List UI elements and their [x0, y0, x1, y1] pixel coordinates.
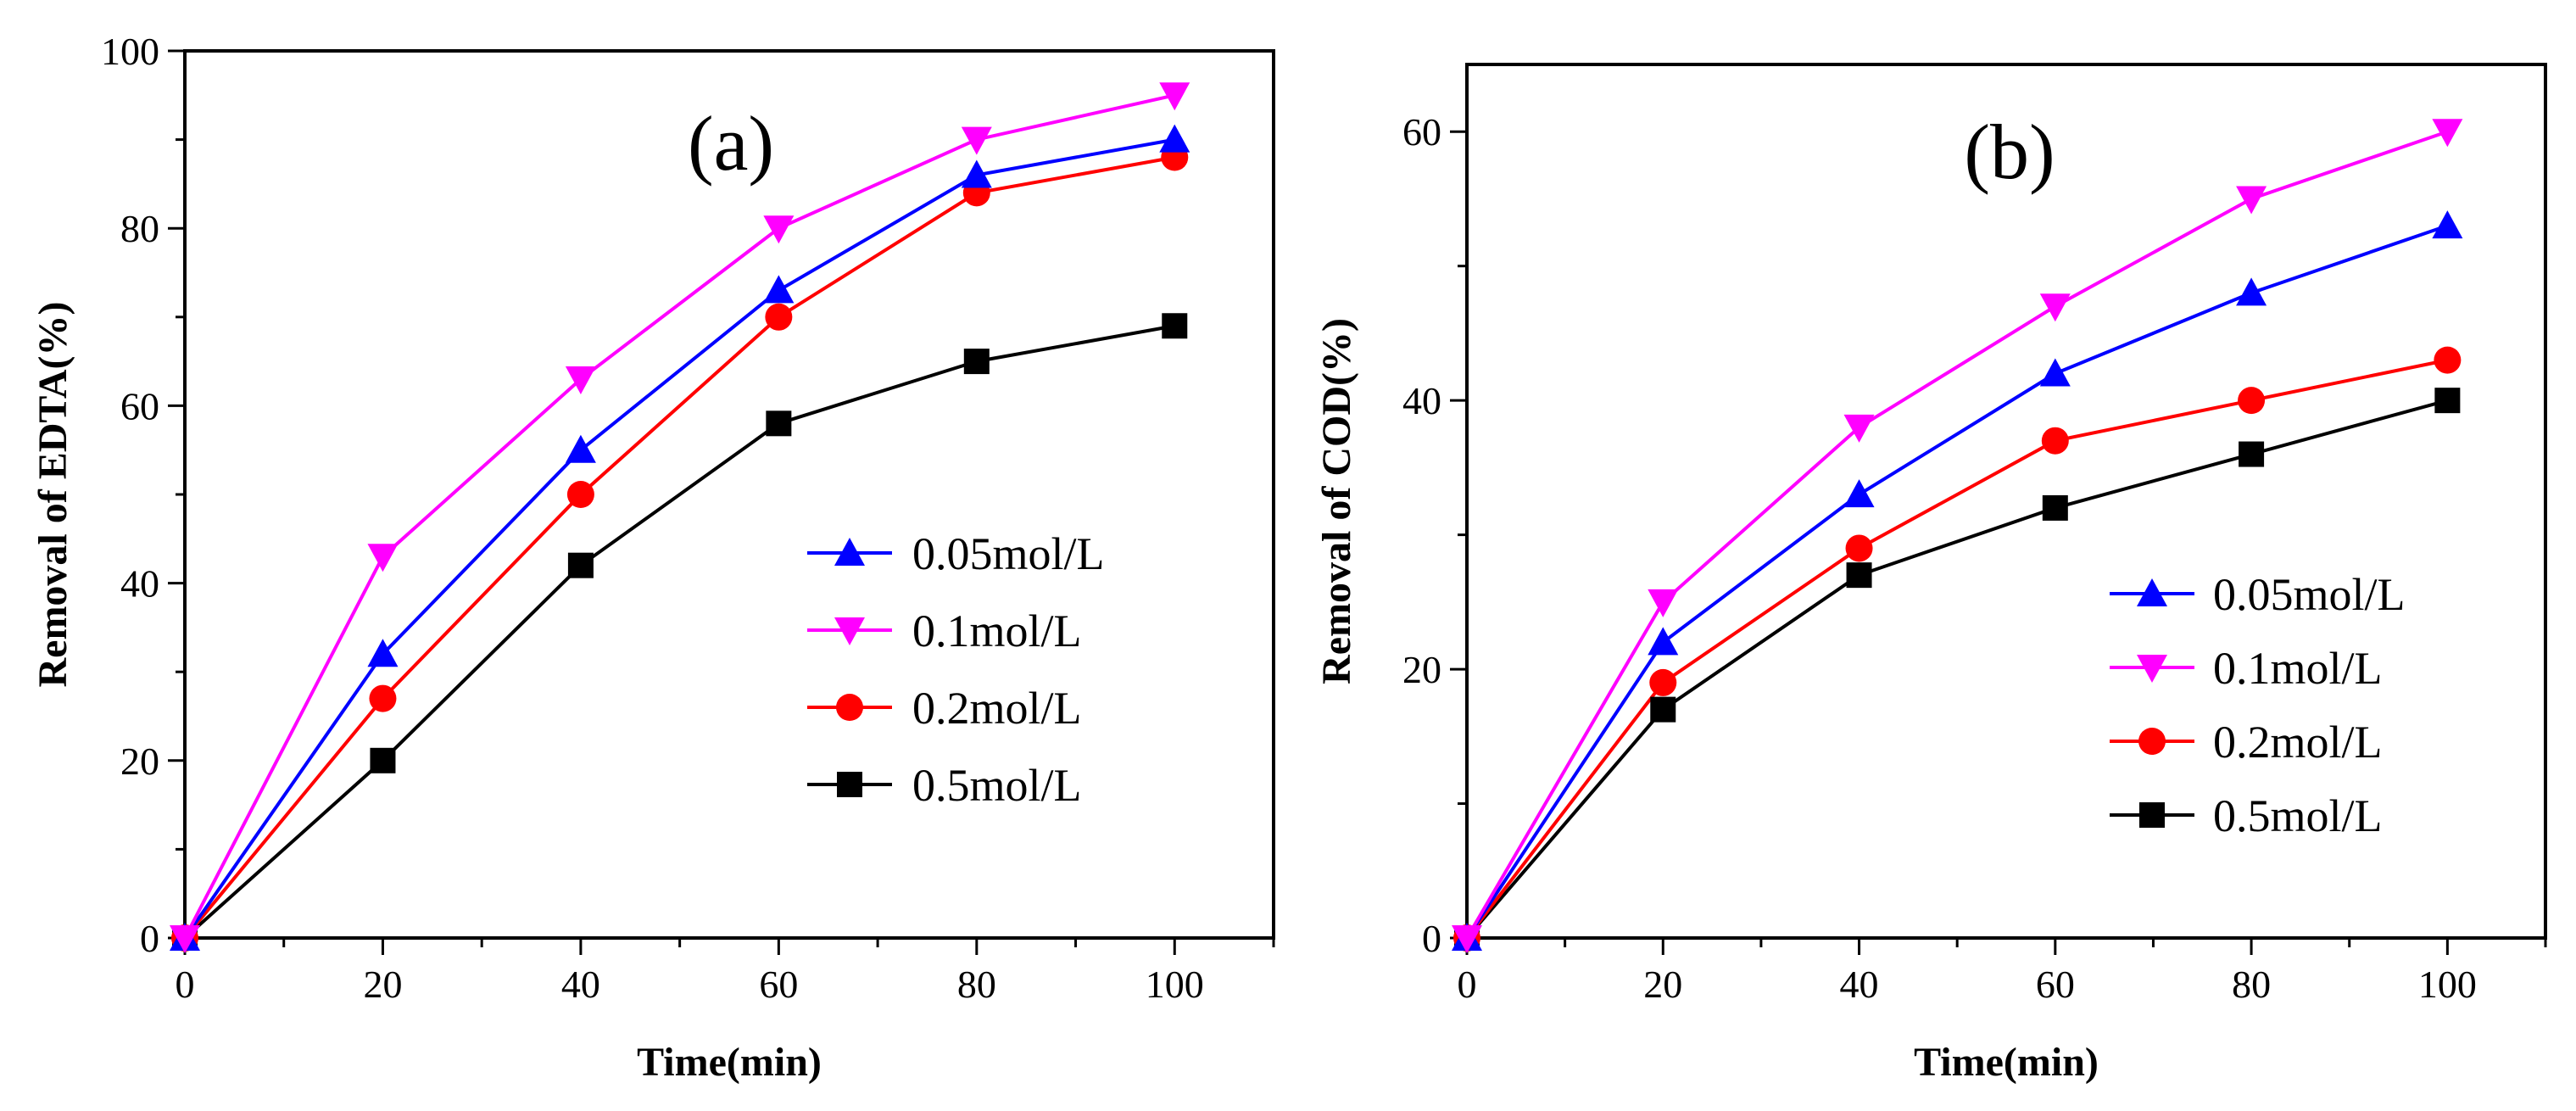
x-tick-label: 40	[561, 963, 600, 1006]
data-point-0.1mol/L	[170, 925, 200, 953]
data-point-0.05mol/L	[961, 159, 992, 188]
legend-label: 0.2mol/L	[2213, 717, 2383, 768]
data-point-0.05mol/L	[2039, 358, 2071, 387]
x-tick-label: 60	[759, 963, 798, 1006]
data-point-0.2mol/L	[1845, 534, 1873, 562]
legend-label: 0.05mol/L	[912, 528, 1105, 579]
legend-marker	[2139, 802, 2165, 828]
x-axis-title: Time(min)	[637, 1040, 822, 1085]
y-tick-label: 0	[1422, 917, 1441, 960]
data-point-0.05mol/L	[1648, 627, 1679, 656]
data-point-0.1mol/L	[2432, 119, 2463, 148]
x-tick-label: 0	[1458, 963, 1477, 1006]
legend-marker	[836, 694, 863, 721]
data-point-0.1mol/L	[565, 366, 596, 395]
x-tick-label: 60	[2036, 963, 2075, 1006]
data-point-0.05mol/L	[367, 639, 399, 667]
legend-label: 0.1mol/L	[2213, 643, 2383, 694]
data-point-0.05mol/L	[2432, 210, 2463, 239]
y-tick-label: 20	[120, 740, 159, 783]
data-point-0.1mol/L	[367, 544, 399, 572]
data-point-0.1mol/L	[1648, 589, 1679, 617]
legend-marker	[2137, 655, 2167, 683]
series-line-0.2mol/L	[183, 155, 1175, 940]
data-point-0.1mol/L	[2039, 293, 2071, 322]
series-line-0.5mol/L	[1465, 399, 2448, 940]
data-point-0.5mol/L	[2434, 388, 2461, 414]
legend-marker	[2138, 728, 2166, 755]
data-point-0.05mol/L	[2236, 277, 2267, 306]
series-line-0.1mol/L	[183, 93, 1175, 939]
legend: 0.05mol/L 0.1mol/L 0.2mol/L 0.5mol/L	[807, 528, 1105, 811]
x-tick-label: 40	[1840, 963, 1879, 1006]
data-point-0.2mol/L	[1649, 668, 1677, 696]
panel-label: (a)	[688, 100, 774, 187]
legend-label: 0.05mol/L	[2213, 569, 2406, 620]
data-point-0.2mol/L	[765, 303, 793, 331]
data-point-0.5mol/L	[2042, 494, 2068, 521]
chart-panel-b: 0 20 40 60 80 100 0 20 40 60 Time(min) Removal of C…	[1314, 63, 2547, 1085]
data-point-0.5mol/L	[1650, 696, 1676, 723]
data-point-0.2mol/L	[369, 684, 397, 712]
y-tick-label: 0	[140, 917, 159, 960]
legend-marker	[834, 538, 865, 566]
x-tick-label: 20	[1643, 963, 1682, 1006]
y-tick-label: 40	[1402, 379, 1441, 422]
data-point-0.05mol/L	[565, 434, 596, 463]
data-point-0.5mol/L	[1162, 313, 1188, 339]
series-line-0.05mol/L	[1465, 224, 2449, 940]
y-tick-label: 60	[120, 384, 159, 427]
y-tick-label: 80	[120, 207, 159, 250]
data-point-0.5mol/L	[1846, 562, 1872, 589]
data-point-0.2mol/L	[2434, 346, 2462, 374]
legend-label: 0.5mol/L	[2213, 790, 2383, 841]
series-line-0.5mol/L	[183, 324, 1175, 940]
x-tick-label: 80	[2232, 963, 2271, 1006]
data-point-0.1mol/L	[1159, 82, 1190, 111]
data-point-0.1mol/L	[2236, 186, 2267, 215]
x-tick-label: 100	[2418, 963, 2477, 1006]
y-tick-label: 100	[101, 30, 159, 73]
series-line-0.1mol/L	[1465, 130, 2449, 940]
y-tick-label: 60	[1402, 110, 1441, 154]
data-point-0.5mol/L	[567, 552, 594, 578]
data-point-0.5mol/L	[766, 410, 792, 437]
data-point-0.1mol/L	[961, 126, 992, 155]
panel-label: (b)	[1964, 109, 2055, 195]
series-line-0.2mol/L	[1465, 358, 2448, 940]
data-point-0.05mol/L	[1159, 124, 1190, 153]
legend-marker	[2137, 578, 2167, 606]
y-axis-title: Removal of COD(%)	[1314, 318, 1359, 684]
legend-label: 0.2mol/L	[912, 683, 1082, 734]
data-point-0.5mol/L	[963, 349, 990, 375]
y-tick-label: 40	[120, 562, 159, 606]
x-tick-label: 20	[363, 963, 402, 1006]
x-tick-label: 0	[176, 963, 195, 1006]
plot-frame	[1465, 63, 2547, 940]
y-axis-title: Removal of EDTA(%)	[31, 301, 75, 687]
data-point-0.1mol/L	[1843, 414, 1875, 443]
x-tick-label: 100	[1146, 963, 1204, 1006]
x-tick-label: 80	[957, 963, 996, 1006]
data-point-0.1mol/L	[763, 215, 795, 244]
data-point-0.2mol/L	[2041, 427, 2069, 455]
x-axis-title: Time(min)	[1914, 1040, 2099, 1085]
legend-marker	[834, 617, 865, 645]
legend: 0.05mol/L 0.1mol/L 0.2mol/L 0.5mol/L	[2110, 569, 2406, 841]
series-line-0.05mol/L	[183, 137, 1175, 940]
y-tick-label: 20	[1402, 648, 1441, 691]
data-point-0.1mol/L	[1452, 925, 1482, 953]
data-point-0.2mol/L	[2238, 387, 2266, 415]
data-point-0.2mol/L	[566, 481, 594, 508]
data-point-0.05mol/L	[1843, 479, 1875, 508]
data-point-0.5mol/L	[2239, 441, 2265, 467]
legend-marker	[837, 772, 862, 797]
data-point-0.5mol/L	[370, 747, 396, 773]
legend-label: 0.1mol/L	[912, 606, 1082, 656]
data-point-0.05mol/L	[763, 275, 795, 304]
legend-label: 0.5mol/L	[912, 760, 1082, 811]
chart-panel-a: 0 20 40 60 80 100 0 20 40 60 80 100 Time(min) Removal…	[31, 30, 1275, 1085]
